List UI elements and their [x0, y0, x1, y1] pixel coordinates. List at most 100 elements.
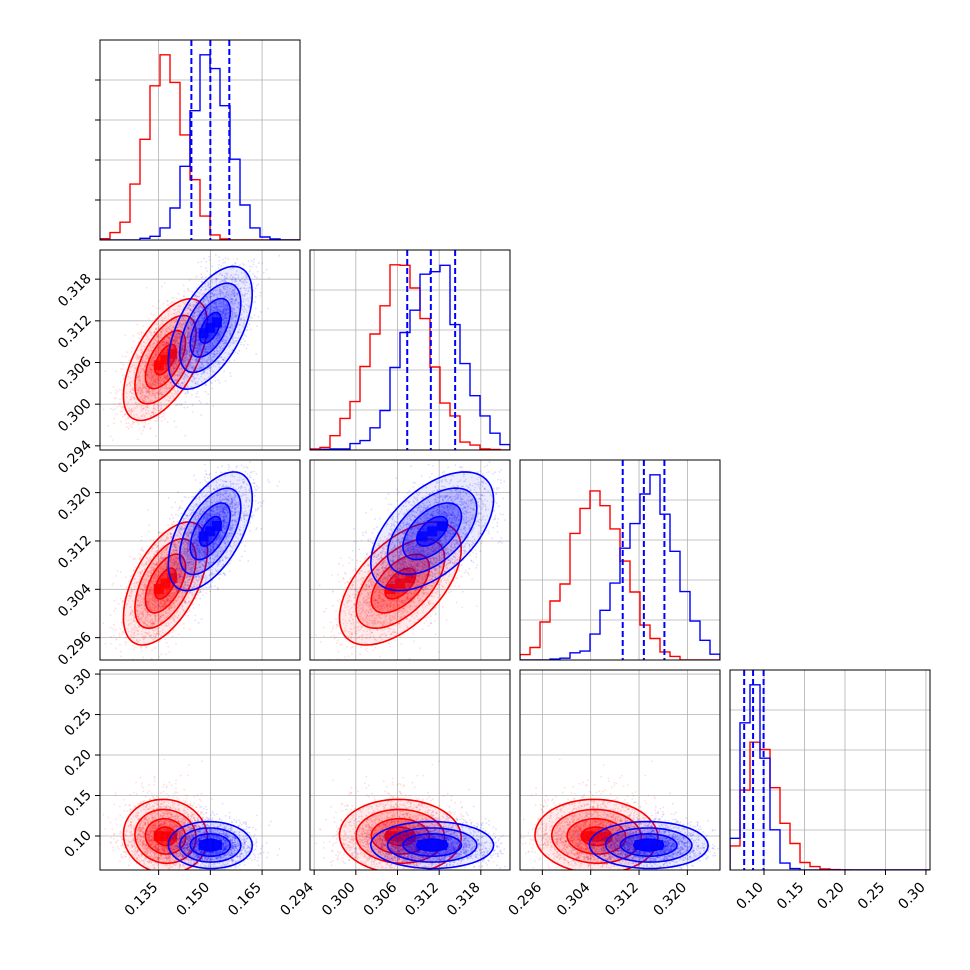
scatter-point	[138, 375, 140, 378]
scatter-point	[131, 423, 134, 425]
scatter-point	[137, 354, 140, 357]
scatter-point	[257, 283, 260, 286]
scatter-point	[178, 305, 181, 308]
scatter-point	[166, 304, 169, 307]
scatter-point	[148, 377, 150, 380]
scatter-point	[172, 362, 175, 365]
scatter-point	[199, 309, 202, 312]
scatter-point	[175, 365, 178, 367]
scatter-point	[169, 397, 171, 400]
scatter-point	[134, 397, 136, 400]
scatter-point	[156, 378, 159, 381]
scatter-point	[240, 341, 243, 344]
scatter-point	[141, 360, 143, 363]
scatter-point	[163, 344, 166, 347]
scatter-point	[144, 358, 147, 361]
scatter-point	[173, 297, 175, 299]
scatter-point	[154, 380, 157, 383]
scatter-point	[159, 407, 162, 410]
scatter-point	[157, 409, 160, 412]
scatter-point	[177, 345, 179, 348]
scatter-point	[147, 356, 149, 359]
scatter-point	[153, 332, 156, 334]
scatter-point	[188, 279, 191, 282]
scatter-point	[185, 373, 187, 376]
scatter-point	[161, 341, 164, 343]
scatter-point	[181, 344, 184, 347]
scatter-point	[187, 327, 190, 330]
scatter-point	[245, 335, 247, 337]
scatter-point	[162, 343, 165, 346]
scatter-point	[137, 356, 140, 359]
scatter-point	[193, 318, 196, 321]
scatter-point	[164, 371, 167, 373]
scatter-point	[140, 331, 143, 334]
scatter-point	[175, 313, 178, 316]
scatter-point	[163, 338, 166, 341]
scatter-point	[168, 387, 171, 390]
scatter-point	[154, 354, 157, 357]
scatter-point	[136, 405, 139, 408]
scatter-point	[177, 343, 180, 345]
scatter-point	[121, 405, 124, 408]
scatter-point	[260, 311, 262, 313]
scatter-point	[161, 285, 163, 288]
scatter-point	[191, 411, 194, 414]
scatter-point	[146, 373, 149, 375]
scatter-point	[163, 376, 166, 379]
scatter-point	[154, 394, 156, 397]
scatter-point	[150, 360, 153, 362]
scatter-point	[134, 407, 137, 410]
scatter-point	[166, 336, 169, 339]
scatter-point	[136, 438, 139, 441]
scatter-point	[126, 426, 128, 428]
scatter-point	[132, 340, 135, 343]
scatter-point	[186, 390, 189, 393]
scatter-point	[147, 389, 150, 392]
scatter-point	[161, 386, 164, 389]
scatter-point	[182, 284, 185, 287]
scatter-point	[152, 383, 155, 386]
scatter-point	[234, 351, 237, 354]
scatter-point	[168, 327, 170, 330]
scatter-point	[242, 338, 245, 340]
scatter-point	[163, 412, 166, 415]
scatter-point	[122, 378, 125, 380]
scatter-point	[132, 420, 135, 423]
scatter-point	[157, 375, 160, 378]
scatter-point	[177, 349, 179, 352]
scatter-point	[162, 381, 165, 384]
scatter-point	[208, 255, 211, 258]
scatter-point	[137, 387, 140, 390]
scatter-point	[278, 254, 281, 257]
scatter-point	[183, 303, 186, 306]
scatter-point	[143, 394, 146, 397]
scatter-point	[250, 259, 253, 262]
scatter-point	[142, 407, 144, 410]
scatter-point	[154, 353, 157, 356]
scatter-point	[110, 391, 112, 394]
scatter-point	[102, 408, 105, 411]
scatter-point	[117, 403, 120, 405]
scatter-point	[150, 349, 153, 352]
scatter-point	[168, 342, 170, 345]
scatter-point	[259, 294, 262, 297]
scatter-point	[164, 317, 167, 320]
scatter-point	[121, 355, 124, 358]
scatter-point	[156, 346, 159, 349]
scatter-point	[176, 358, 179, 361]
scatter-point	[148, 392, 151, 395]
scatter-point	[112, 408, 115, 411]
scatter-point	[159, 334, 162, 336]
scatter-point	[186, 406, 189, 409]
scatter-point	[113, 417, 116, 420]
scatter-point	[155, 353, 158, 356]
scatter-point	[140, 408, 143, 411]
scatter-point	[138, 337, 140, 340]
scatter-point	[178, 323, 181, 326]
scatter-point	[152, 364, 154, 367]
scatter-point	[144, 406, 147, 408]
scatter-point	[163, 377, 166, 379]
scatter-point	[179, 312, 181, 315]
scatter-point	[189, 321, 192, 323]
